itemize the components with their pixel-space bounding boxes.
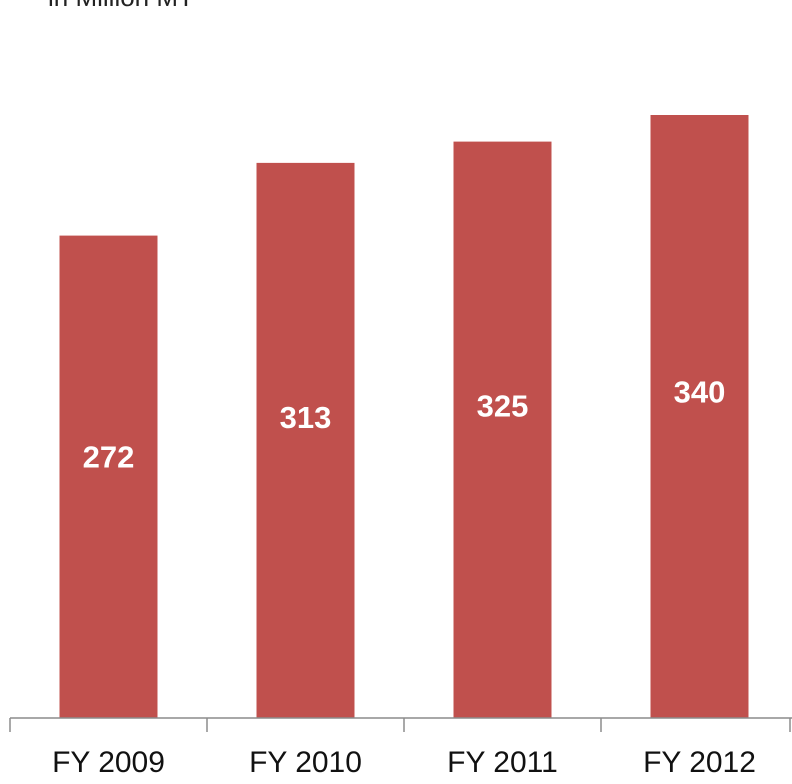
data-label: 313 bbox=[280, 400, 332, 435]
bar-fy-2011 bbox=[453, 141, 552, 719]
bar-fy-2012 bbox=[650, 115, 749, 718]
data-labels-group: 272 313 325 340 bbox=[83, 374, 726, 474]
x-tick-labels-group: FY 2009 FY 2010 FY 2011 FY 2012 bbox=[52, 746, 756, 779]
x-tick-label: FY 2010 bbox=[249, 746, 362, 779]
x-tick-label: FY 2009 bbox=[52, 746, 165, 779]
x-axis bbox=[9, 717, 792, 732]
bar-fy-2009 bbox=[59, 235, 158, 718]
unit-label: in Million MT bbox=[48, 0, 194, 12]
data-label: 340 bbox=[674, 374, 726, 409]
bar-fy-2010 bbox=[256, 162, 355, 718]
x-tick-label: FY 2012 bbox=[643, 746, 756, 779]
data-label: 325 bbox=[477, 389, 529, 424]
x-tick-label: FY 2011 bbox=[447, 746, 558, 779]
data-label: 272 bbox=[83, 440, 135, 475]
bars-group bbox=[59, 115, 749, 719]
